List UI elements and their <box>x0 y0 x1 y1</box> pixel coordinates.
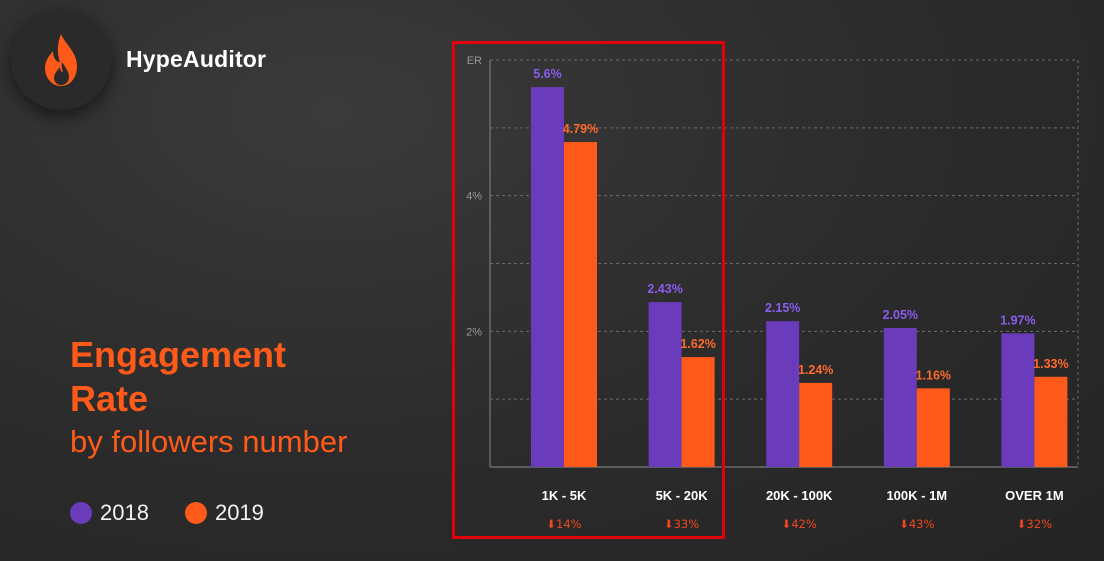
x-tick-label-0: 1K - 5K <box>542 488 587 503</box>
legend-item-2019: 2019 <box>184 500 264 526</box>
data-label-2019-1: 1.62% <box>680 337 715 351</box>
bar-2018-1 <box>648 302 682 467</box>
change-label-0: ⬇14% <box>546 517 581 531</box>
change-label-2: ⬇42% <box>782 517 817 531</box>
data-label-2019-4: 1.33% <box>1033 357 1068 371</box>
x-tick-label-4: OVER 1M <box>1005 488 1064 503</box>
y-tick-label: 2% <box>466 326 482 338</box>
legend-item-2018: 2018 <box>70 500 149 526</box>
x-tick-label-3: 100K - 1M <box>886 488 947 503</box>
title-line-1: Engagement <box>70 334 287 375</box>
bar-2019-4 <box>1034 376 1068 467</box>
chart-title: Engagement Rate <box>70 333 286 421</box>
flame-icon <box>45 34 77 86</box>
change-label-3: ⬇43% <box>899 517 934 531</box>
brand-logo <box>11 10 111 110</box>
data-label-2018-4: 1.97% <box>1000 313 1035 327</box>
data-label-2018-1: 2.43% <box>647 282 682 296</box>
legend-label-2019: 2019 <box>214 500 264 525</box>
x-tick-label-1: 5K - 20K <box>656 488 709 503</box>
bar-2018-2 <box>766 321 800 467</box>
bar-2018-4 <box>1001 333 1035 467</box>
change-label-1: ⬇33% <box>664 517 699 531</box>
brand-name: HypeAuditor <box>126 46 267 72</box>
data-label-2019-0: 4.79% <box>563 122 598 136</box>
bar-2019-0 <box>564 142 597 467</box>
data-label-2018-3: 2.05% <box>883 308 918 322</box>
y-axis-label: ER <box>467 55 482 67</box>
bar-2018-3 <box>883 327 917 467</box>
legend-swatch-2019 <box>184 502 207 524</box>
y-tick-label: 4% <box>466 191 482 203</box>
data-label-2018-2: 2.15% <box>765 301 800 315</box>
legend-swatch-2018 <box>70 502 92 524</box>
legend-label-2018: 2018 <box>100 500 149 525</box>
bar-2018-0 <box>531 87 564 467</box>
title-line-2: Rate <box>70 378 149 419</box>
legend: 2018 2019 <box>70 500 300 526</box>
highlight-box <box>452 41 725 539</box>
bar-2019-1 <box>681 357 715 467</box>
x-tick-label-2: 20K - 100K <box>766 488 833 503</box>
chart-subtitle: by followers number <box>70 424 348 459</box>
data-label-2018-0: 5.6% <box>533 67 562 81</box>
data-label-2019-2: 1.24% <box>798 363 833 377</box>
bar-2019-3 <box>916 388 950 467</box>
bar-2019-2 <box>799 382 833 467</box>
data-label-2019-3: 1.16% <box>916 368 951 382</box>
change-label-4: ⬇32% <box>1017 517 1052 531</box>
